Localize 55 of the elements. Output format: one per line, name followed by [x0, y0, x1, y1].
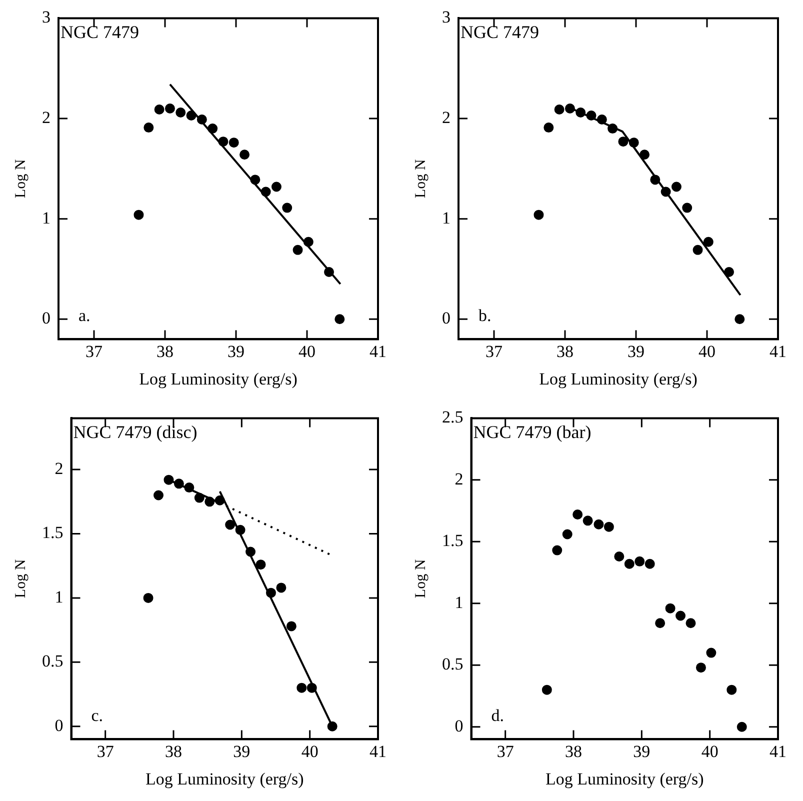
x-tick-label: 39 [628, 342, 644, 361]
x-tick-label: 39 [233, 742, 250, 761]
y-tick-label: 2.5 [442, 408, 464, 427]
annotation: b. [478, 306, 492, 326]
x-tick-label: 37 [86, 342, 103, 361]
chart-title: NGC 7479 [460, 22, 540, 42]
y-tick-label: 0 [42, 308, 50, 328]
y-axis-title: Log N [412, 159, 429, 198]
y-tick-label: 1 [54, 587, 64, 606]
y-tick-label: 2 [442, 108, 450, 127]
chart-title: NGC 7479 (disc) [73, 422, 198, 442]
annotation: a. [78, 306, 90, 326]
x-tick-label: 40 [301, 742, 318, 761]
y-tick-label: 2 [54, 459, 64, 478]
x-axis-title: Log Luminosity (erg/s) [539, 369, 698, 388]
y-axis-title: Log N [12, 559, 29, 598]
x-tick-label: 40 [701, 742, 718, 761]
x-axis-title: Log Luminosity (erg/s) [145, 769, 304, 788]
y-tick-label: 3 [42, 8, 50, 27]
y-tick-label: 1 [442, 208, 450, 228]
x-tick-label: 41 [770, 342, 786, 361]
x-tick-label: 37 [496, 742, 514, 761]
x-tick-label: 38 [156, 342, 174, 361]
x-tick-label: 38 [556, 342, 574, 361]
x-axis-title: Log Luminosity (erg/s) [545, 769, 704, 788]
annotation: c. [91, 706, 104, 726]
x-axis-title: Log Luminosity (erg/s) [139, 369, 298, 388]
annotation: d. [491, 706, 504, 726]
x-tick-label: 39 [633, 742, 650, 761]
x-tick-label: 37 [486, 342, 503, 361]
x-tick-label: 39 [228, 342, 244, 361]
x-tick-label: 40 [298, 342, 316, 361]
y-tick-label: 0 [454, 716, 464, 736]
x-tick-label: 41 [370, 742, 386, 761]
y-axis-title: Log N [412, 559, 429, 598]
chart-title: NGC 7479 [60, 22, 140, 42]
chart-title: NGC 7479 (bar) [473, 422, 592, 442]
y-tick-label: 2 [42, 108, 50, 127]
y-tick-label: 1 [42, 208, 50, 228]
x-tick-label: 38 [165, 742, 182, 761]
y-tick-label: 0 [442, 308, 450, 328]
y-tick-label: 0 [54, 716, 64, 735]
y-tick-label: 1.5 [442, 531, 464, 550]
y-tick-label: 1 [454, 592, 464, 612]
y-tick-label: 2 [454, 469, 464, 488]
x-tick-label: 38 [565, 742, 582, 761]
x-tick-label: 41 [370, 342, 386, 361]
x-tick-label: 37 [96, 742, 114, 761]
y-tick-label: 0.5 [42, 652, 64, 671]
y-axis-title: Log N [12, 159, 29, 198]
x-tick-label: 40 [698, 342, 716, 361]
y-tick-label: 3 [442, 8, 450, 27]
y-tick-label: 1.5 [42, 523, 64, 542]
x-tick-label: 41 [770, 742, 786, 761]
y-tick-label: 0.5 [442, 654, 464, 674]
